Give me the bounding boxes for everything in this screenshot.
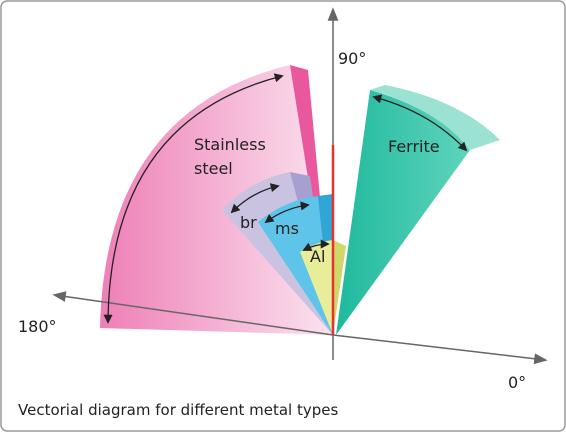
al-arrow <box>302 239 330 251</box>
al-edge <box>333 240 346 335</box>
stainless-label: steel <box>194 159 233 178</box>
ferrite-label: Ferrite <box>388 137 440 156</box>
al-label: Al <box>310 247 325 266</box>
label-180: 180° <box>18 317 57 336</box>
al-sector <box>300 240 333 335</box>
axis-0 <box>332 334 548 365</box>
label-0: 0° <box>508 373 526 392</box>
stainless-label: Stainless <box>194 135 266 154</box>
brass-arrow <box>230 183 280 214</box>
ms-label: ms <box>275 219 299 238</box>
stainless-arrow <box>103 73 284 324</box>
brass-label: br <box>240 213 257 232</box>
caption: Vectorial diagram for different metal ty… <box>18 401 338 419</box>
ferrite-arrow <box>372 94 468 152</box>
label-90: 90° <box>338 49 366 68</box>
ms-arrow <box>264 201 310 224</box>
